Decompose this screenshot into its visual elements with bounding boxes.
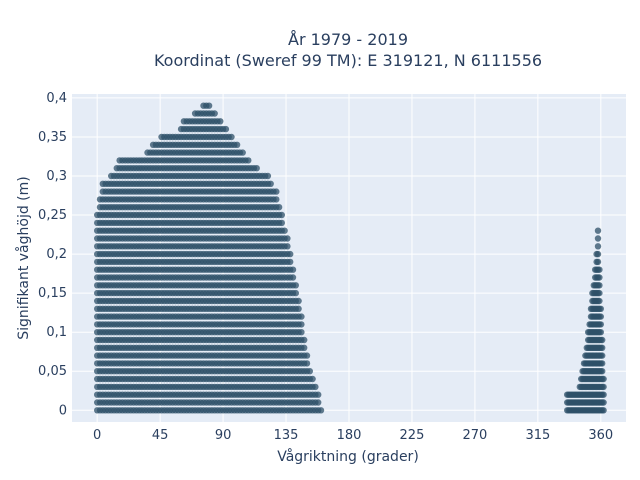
data-point: [597, 321, 604, 328]
data-point: [599, 336, 606, 344]
data-point: [298, 313, 305, 320]
data-point: [228, 133, 235, 141]
y-tick-label: 0,2: [46, 247, 67, 262]
y-tick-label: 0,4: [46, 91, 67, 106]
data-point: [295, 297, 302, 305]
data-point: [309, 375, 316, 383]
data-point: [281, 227, 288, 234]
data-point: [315, 399, 322, 406]
data-point: [594, 243, 602, 250]
data-point: [278, 211, 285, 219]
data-point: [596, 282, 603, 289]
data-point: [303, 352, 311, 359]
x-tick-label: 225: [400, 428, 425, 443]
data-point: [600, 407, 607, 414]
data-point: [306, 368, 313, 375]
y-tick-label: 0,1: [46, 325, 67, 340]
data-point: [298, 321, 305, 328]
data-point: [597, 313, 604, 320]
x-tick-label: 315: [525, 428, 550, 443]
data-point: [312, 383, 319, 391]
x-axis-title: Vågriktning (grader): [277, 448, 419, 465]
data-point: [597, 329, 604, 336]
chart-title-line1: År 1979 - 2019: [288, 30, 408, 49]
y-tick-labels: 0 0,05 0,1 0,15 0,2 0,25 0,3 0,35 0,4: [38, 91, 67, 418]
data-point: [211, 110, 218, 117]
data-point: [599, 344, 606, 351]
data-point: [599, 360, 606, 367]
data-point: [278, 219, 285, 227]
data-point: [287, 258, 294, 266]
data-point: [292, 282, 299, 289]
data-point: [315, 391, 322, 398]
data-point: [222, 125, 230, 133]
data-point: [298, 329, 305, 336]
x-tick-label: 90: [215, 428, 232, 443]
data-point: [253, 165, 260, 172]
x-tick-label: 270: [462, 428, 487, 443]
data-point: [317, 407, 325, 414]
data-point: [301, 344, 308, 351]
data-point: [599, 368, 606, 375]
data-point: [245, 157, 252, 164]
x-tick-labels: 0 45 90 135 180 225 270 315 360: [93, 428, 613, 443]
data-point: [292, 289, 299, 297]
data-point: [275, 204, 283, 211]
data-point: [217, 118, 224, 125]
data-point: [600, 399, 607, 406]
data-point: [289, 274, 297, 281]
data-point: [287, 250, 294, 258]
data-point: [284, 235, 291, 242]
data-points: [94, 102, 607, 414]
data-point: [303, 360, 311, 367]
x-tick-label: 360: [588, 428, 613, 443]
data-point: [600, 375, 607, 383]
data-point: [596, 266, 603, 273]
data-point: [233, 141, 241, 148]
x-tick-label: 135: [274, 428, 299, 443]
data-point: [295, 305, 302, 312]
data-point: [264, 172, 272, 180]
data-point: [600, 391, 607, 398]
y-tick-label: 0,15: [38, 286, 67, 301]
y-tick-label: 0,25: [38, 208, 67, 223]
data-point: [599, 352, 606, 359]
y-tick-label: 0,35: [38, 130, 67, 145]
data-point: [239, 149, 246, 156]
data-point: [596, 274, 603, 281]
x-tick-label: 45: [152, 428, 169, 443]
data-point: [596, 289, 603, 297]
data-point: [600, 383, 607, 391]
data-point: [301, 336, 308, 344]
data-point: [273, 188, 280, 195]
y-tick-label: 0,3: [46, 169, 67, 184]
x-tick-label: 0: [93, 428, 101, 443]
data-point: [594, 227, 602, 234]
grid-lines: [72, 94, 626, 422]
data-point: [273, 196, 280, 203]
data-point: [284, 243, 291, 250]
data-point: [289, 266, 297, 273]
chart-title-line2: Koordinat (Sweref 99 TM): E 319121, N 61…: [154, 51, 542, 70]
y-tick-label: 0: [59, 403, 67, 418]
y-tick-label: 0,05: [38, 364, 67, 379]
data-point: [205, 102, 213, 109]
data-point: [596, 297, 603, 305]
data-point: [597, 305, 604, 312]
data-point: [594, 258, 602, 266]
x-tick-label: 180: [337, 428, 362, 443]
data-point: [267, 180, 274, 187]
data-point: [594, 235, 602, 242]
data-point: [594, 250, 602, 258]
y-axis-title: Signifikant våghöjd (m): [15, 176, 32, 339]
